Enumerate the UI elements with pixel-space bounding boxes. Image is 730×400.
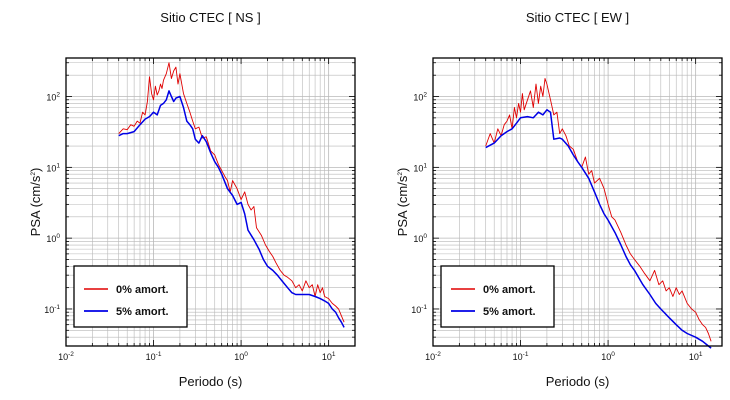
y-tick-label: 10-1 [411,304,427,315]
x-tick-label: 10-2 [425,351,441,362]
y-tick-label: 102 [413,92,427,103]
plot-frame-ew [432,57,723,347]
ticks-ns: 10-2 10-1 100 101 10-1 100 101 102 [44,58,356,362]
series-line-damped [485,109,712,349]
y-tick-label: 10-1 [44,304,60,315]
legend: 0% amort. 5% amort. [73,265,188,328]
x-tick-label: 100 [601,351,615,362]
legend-label: 0% amort. [483,284,536,296]
x-tick-label: 10-1 [146,351,162,362]
legend-label: 0% amort. [116,284,169,296]
legend-box [73,265,188,328]
y-axis-label: PSA (cm/s2) [395,168,410,237]
x-tick-label: 10-2 [58,351,74,362]
series-layer-ns [118,62,345,328]
x-axis-label: Periodo (s) [179,374,243,389]
y-axis-label: PSA (cm/s2) [28,168,43,237]
series-layer-ew [485,78,712,349]
y-tick-label: 102 [46,92,60,103]
legend-label: 5% amort. [483,306,536,318]
y-tick-label: 100 [46,233,60,244]
series-line-undamped [118,62,345,323]
series-line-damped [118,90,345,328]
y-tick-label: 100 [413,233,427,244]
chart-title: Sitio CTEC [ NS ] [160,10,260,25]
legend-label: 5% amort. [116,306,169,318]
chart-panel-ew: 10-2 10-1 100 101 10-1 100 101 102 Sitio CTEC [… [395,10,723,389]
chart-title: Sitio CTEC [ EW ] [526,10,629,25]
x-tick-label: 101 [322,351,336,362]
y-tick-label: 101 [46,162,60,173]
x-tick-label: 10-1 [513,351,529,362]
x-axis-label: Periodo (s) [546,374,610,389]
grid-ns [65,58,356,347]
chart-panel-ns: 10-2 10-1 100 101 10-1 100 101 102 Sitio CTEC [… [28,10,356,389]
plot-frame-ns [65,57,356,347]
legend: 0% amort. 5% amort. [440,265,555,328]
y-tick-label: 101 [413,162,427,173]
ticks-ew: 10-2 10-1 100 101 10-1 100 101 102 [411,58,723,362]
x-tick-label: 101 [689,351,703,362]
x-tick-label: 100 [234,351,248,362]
legend-box [440,265,555,328]
